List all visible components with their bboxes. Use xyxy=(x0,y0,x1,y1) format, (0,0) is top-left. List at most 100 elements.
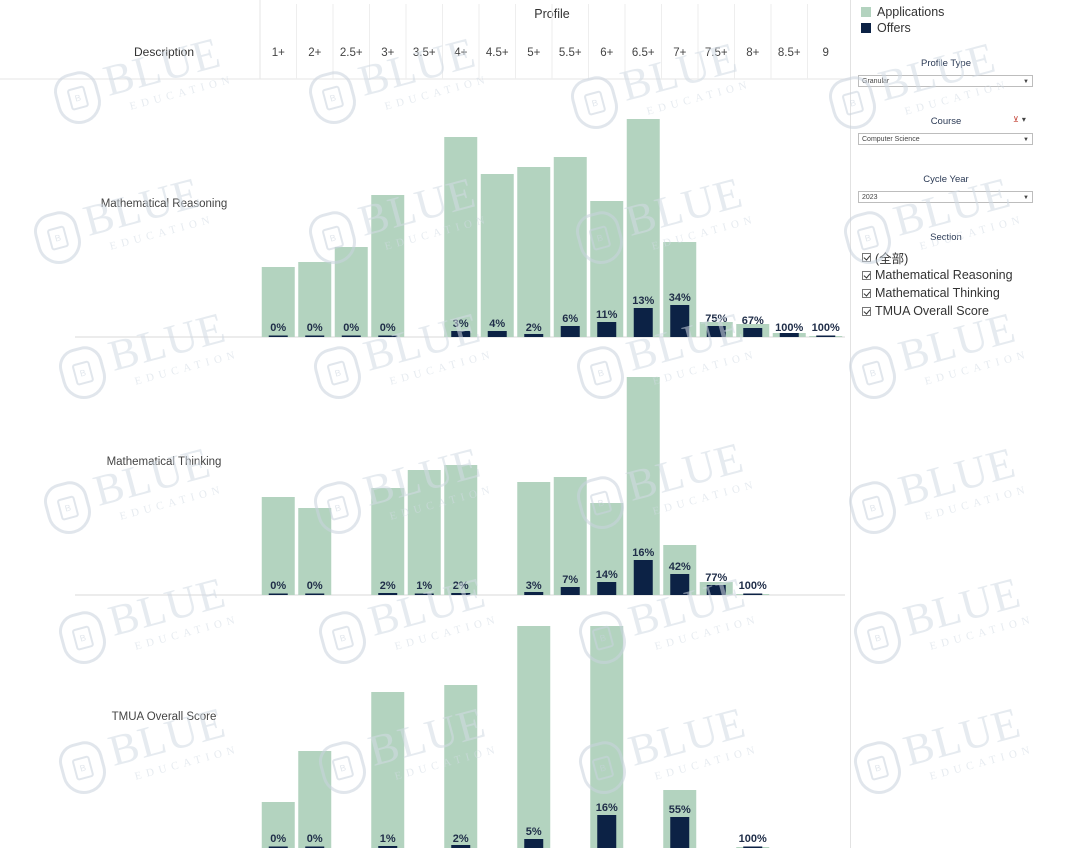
applications-bar[interactable] xyxy=(298,508,332,595)
offers-bar[interactable] xyxy=(524,592,544,595)
panel-label: TMUA Overall Score xyxy=(112,711,217,723)
filter-menu-icon[interactable]: ▾ xyxy=(1021,115,1026,124)
chevron-down-icon: ▼ xyxy=(1023,137,1029,143)
applications-bar[interactable] xyxy=(371,488,405,595)
offers-bar[interactable] xyxy=(487,331,507,337)
section-option-all[interactable]: (全部) xyxy=(862,249,909,266)
applications-bar[interactable] xyxy=(626,119,660,337)
section-option-tmua-overall-score[interactable]: TMUA Overall Score xyxy=(862,303,989,319)
offers-bar[interactable] xyxy=(524,334,544,337)
cycle-year-value: 2023 xyxy=(862,194,878,201)
applications-bar[interactable] xyxy=(517,626,551,848)
offer-rate-label: 0% xyxy=(270,833,286,845)
offers-bar[interactable] xyxy=(305,846,325,848)
cycle-year-dropdown[interactable]: 2023 ▼ xyxy=(858,191,1033,203)
offers-bar[interactable] xyxy=(268,335,288,338)
applications-bar[interactable] xyxy=(261,802,295,848)
side-panel: Applications Offers Profile Type Granula… xyxy=(851,0,1080,848)
profile-tick-label: 2.5+ xyxy=(340,47,363,59)
applications-bar[interactable] xyxy=(590,626,624,848)
offers-bar[interactable] xyxy=(597,582,617,595)
offers-bar[interactable] xyxy=(341,335,361,338)
section-option-mathematical-thinking[interactable]: Mathematical Thinking xyxy=(862,285,1000,301)
profile-tick-label: 3.5+ xyxy=(413,47,436,59)
applications-bar[interactable] xyxy=(517,482,551,595)
offers-bar[interactable] xyxy=(633,308,653,337)
offers-bar[interactable] xyxy=(779,333,799,337)
course-filter-controls[interactable]: ⊻ ▾ xyxy=(1013,115,1026,124)
chevron-down-icon: ▼ xyxy=(1023,195,1029,201)
offers-bar[interactable] xyxy=(268,846,288,848)
section-option-mathematical-reasoning[interactable]: Mathematical Reasoning xyxy=(862,267,1013,283)
course-dropdown[interactable]: Computer Science ▼ xyxy=(858,133,1033,145)
applications-bar[interactable] xyxy=(444,137,478,337)
offers-bar[interactable] xyxy=(816,335,836,338)
section-option-label: (全部) xyxy=(875,251,909,266)
offers-bar[interactable] xyxy=(597,815,617,848)
applications-bar[interactable] xyxy=(626,377,660,595)
profile-tick-label: 5.5+ xyxy=(559,47,582,59)
offers-bar[interactable] xyxy=(305,335,325,338)
checkbox[interactable] xyxy=(862,270,871,280)
offer-rate-label: 100% xyxy=(739,833,767,845)
panel-label: Mathematical Reasoning xyxy=(101,198,228,210)
offers-bar[interactable] xyxy=(743,593,763,596)
offers-bar[interactable] xyxy=(670,305,690,337)
offer-rate-label: 0% xyxy=(307,580,323,592)
offers-bar[interactable] xyxy=(378,846,398,848)
offers-bar[interactable] xyxy=(305,593,325,596)
profile-type-dropdown[interactable]: Granular ▼ xyxy=(858,75,1033,87)
applications-bar[interactable] xyxy=(480,174,514,337)
legend-item-offers: Offers xyxy=(861,20,911,36)
offer-rate-label: 0% xyxy=(343,322,359,334)
applications-bar[interactable] xyxy=(590,503,624,595)
offers-bar[interactable] xyxy=(597,322,617,337)
offers-bar[interactable] xyxy=(451,331,471,337)
profile-tick-label: 4.5+ xyxy=(486,47,509,59)
offers-bar[interactable] xyxy=(670,817,690,848)
offers-bar[interactable] xyxy=(378,593,398,595)
applications-bar[interactable] xyxy=(298,262,332,337)
offer-rate-label: 34% xyxy=(669,292,691,304)
applications-bar[interactable] xyxy=(444,685,478,848)
applications-bar[interactable] xyxy=(334,247,368,337)
applications-bar[interactable] xyxy=(261,497,295,595)
offers-bar[interactable] xyxy=(378,335,398,338)
clear-filter-icon[interactable]: ⊻ xyxy=(1013,115,1019,124)
applications-bar[interactable] xyxy=(371,195,405,337)
offer-rate-label: 2% xyxy=(453,580,469,592)
offers-bar[interactable] xyxy=(268,593,288,596)
offers-bar[interactable] xyxy=(633,560,653,595)
applications-bar[interactable] xyxy=(553,157,587,337)
offers-bar[interactable] xyxy=(524,839,544,848)
offers-bar[interactable] xyxy=(560,587,580,595)
offer-rate-label: 14% xyxy=(596,569,618,581)
offers-bar[interactable] xyxy=(451,593,471,595)
cycle-year-title: Cycle Year xyxy=(923,174,969,185)
applications-bar[interactable] xyxy=(407,470,441,595)
offers-bar[interactable] xyxy=(706,326,726,337)
offers-bar[interactable] xyxy=(670,574,690,595)
applications-bar[interactable] xyxy=(444,465,478,595)
offers-bar[interactable] xyxy=(743,846,763,848)
offers-bar[interactable] xyxy=(560,326,580,337)
offer-rate-label: 0% xyxy=(270,580,286,592)
applications-bar[interactable] xyxy=(298,751,332,848)
offers-bar[interactable] xyxy=(706,585,726,595)
legend-label-offers: Offers xyxy=(877,21,911,35)
applications-bar[interactable] xyxy=(553,477,587,595)
checkbox[interactable] xyxy=(862,288,871,298)
offer-rate-label: 0% xyxy=(307,322,323,334)
checkbox[interactable] xyxy=(862,252,871,262)
checkbox[interactable] xyxy=(862,306,871,316)
offers-bar[interactable] xyxy=(414,593,434,596)
profile-tick-label: 8+ xyxy=(746,47,759,59)
offers-bar[interactable] xyxy=(743,328,763,337)
applications-bar[interactable] xyxy=(590,201,624,337)
applications-bar[interactable] xyxy=(261,267,295,337)
applications-bar[interactable] xyxy=(371,692,405,848)
panel-2: TMUA Overall Score 0% 0% 1% 2% 5% 16% 55% 100% xyxy=(112,626,770,848)
applications-bar[interactable] xyxy=(517,167,551,337)
offers-bar[interactable] xyxy=(451,845,471,848)
profile-tick-label: 5+ xyxy=(527,47,540,59)
